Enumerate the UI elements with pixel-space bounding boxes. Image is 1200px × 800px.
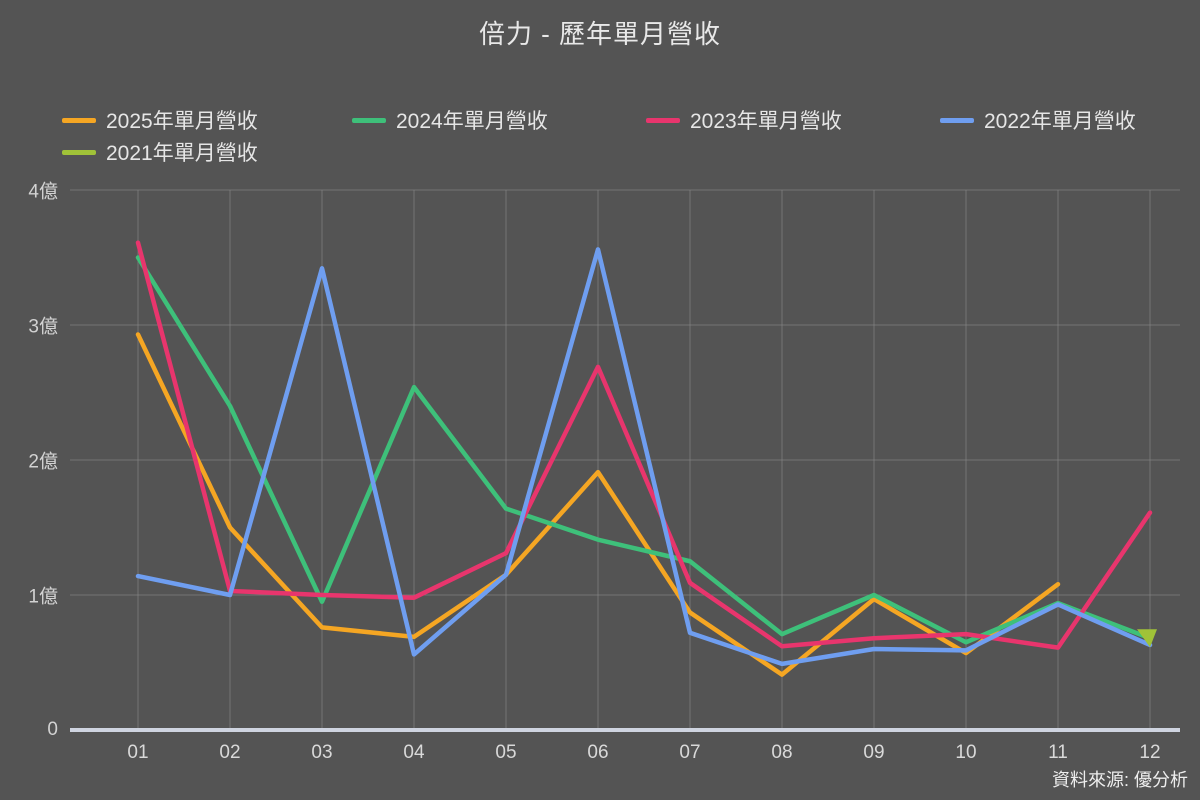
x-axis-tick-label: 10 bbox=[955, 742, 977, 763]
x-axis-tick-label: 08 bbox=[771, 742, 793, 763]
y-axis-tick-label: 3億 bbox=[28, 316, 58, 338]
y-axis: 4億 3億 2億 1億 0 bbox=[0, 182, 58, 741]
x-axis-tick-label: 03 bbox=[311, 742, 333, 763]
x-axis-tick-label: 02 bbox=[219, 742, 241, 763]
legend-item[interactable]: 2024年單月營收 bbox=[352, 104, 628, 136]
series-line[interactable] bbox=[135, 240, 1153, 650]
legend-color-swatch-icon bbox=[62, 149, 96, 155]
x-axis-tick-label: 11 bbox=[1048, 742, 1068, 763]
plot-svg bbox=[70, 189, 1180, 732]
legend-item-label: 2024年單月營收 bbox=[396, 110, 548, 133]
x-axis-tick-label: 04 bbox=[403, 742, 425, 763]
legend-color-swatch-icon bbox=[62, 117, 96, 123]
x-axis-tick-label: 09 bbox=[863, 742, 885, 763]
plot-area bbox=[70, 189, 1180, 732]
legend-item-label: 2025年單月營收 bbox=[106, 110, 258, 133]
x-axis-tick-label: 07 bbox=[679, 742, 701, 763]
legend-item[interactable]: 2022年單月營收 bbox=[940, 104, 1140, 136]
legend-item[interactable]: 2021年單月營收 bbox=[62, 136, 334, 168]
x-axis-tick-label: 06 bbox=[587, 742, 609, 763]
legend-item-label: 2023年單月營收 bbox=[690, 110, 842, 133]
legend-item[interactable]: 2023年單月營收 bbox=[646, 104, 922, 136]
y-axis-tick-label: 4億 bbox=[28, 181, 58, 203]
legend-item-label: 2022年單月營收 bbox=[984, 110, 1136, 133]
x-axis-tick-label: 01 bbox=[127, 742, 149, 763]
x-axis: 01 02 03 04 05 06 07 08 09 10 11 12 bbox=[70, 742, 1180, 772]
chart-legend: 2025年單月營收 2024年單月營收 2023年單月營收 2022年單月營收 2021… bbox=[62, 104, 1162, 168]
legend-color-swatch-icon bbox=[352, 117, 386, 123]
legend-color-swatch-icon bbox=[940, 117, 974, 123]
x-axis-tick-label: 05 bbox=[495, 742, 517, 763]
y-axis-tick-label: 0 bbox=[47, 719, 58, 740]
x-axis-tick-label: 12 bbox=[1139, 742, 1161, 763]
source-note: 資料來源: 優分析 bbox=[1051, 770, 1188, 790]
chart-title: 倍力 - 歷年單月營收 bbox=[478, 19, 722, 49]
y-axis-tick-label: 1億 bbox=[28, 586, 58, 608]
legend-color-swatch-icon bbox=[646, 117, 680, 123]
y-axis-tick-label: 2億 bbox=[28, 451, 58, 473]
legend-item[interactable]: 2025年單月營收 bbox=[62, 104, 334, 136]
series-point-marker[interactable] bbox=[1137, 629, 1157, 648]
series-line[interactable] bbox=[135, 247, 1153, 667]
legend-item-label: 2021年單月營收 bbox=[106, 142, 258, 165]
